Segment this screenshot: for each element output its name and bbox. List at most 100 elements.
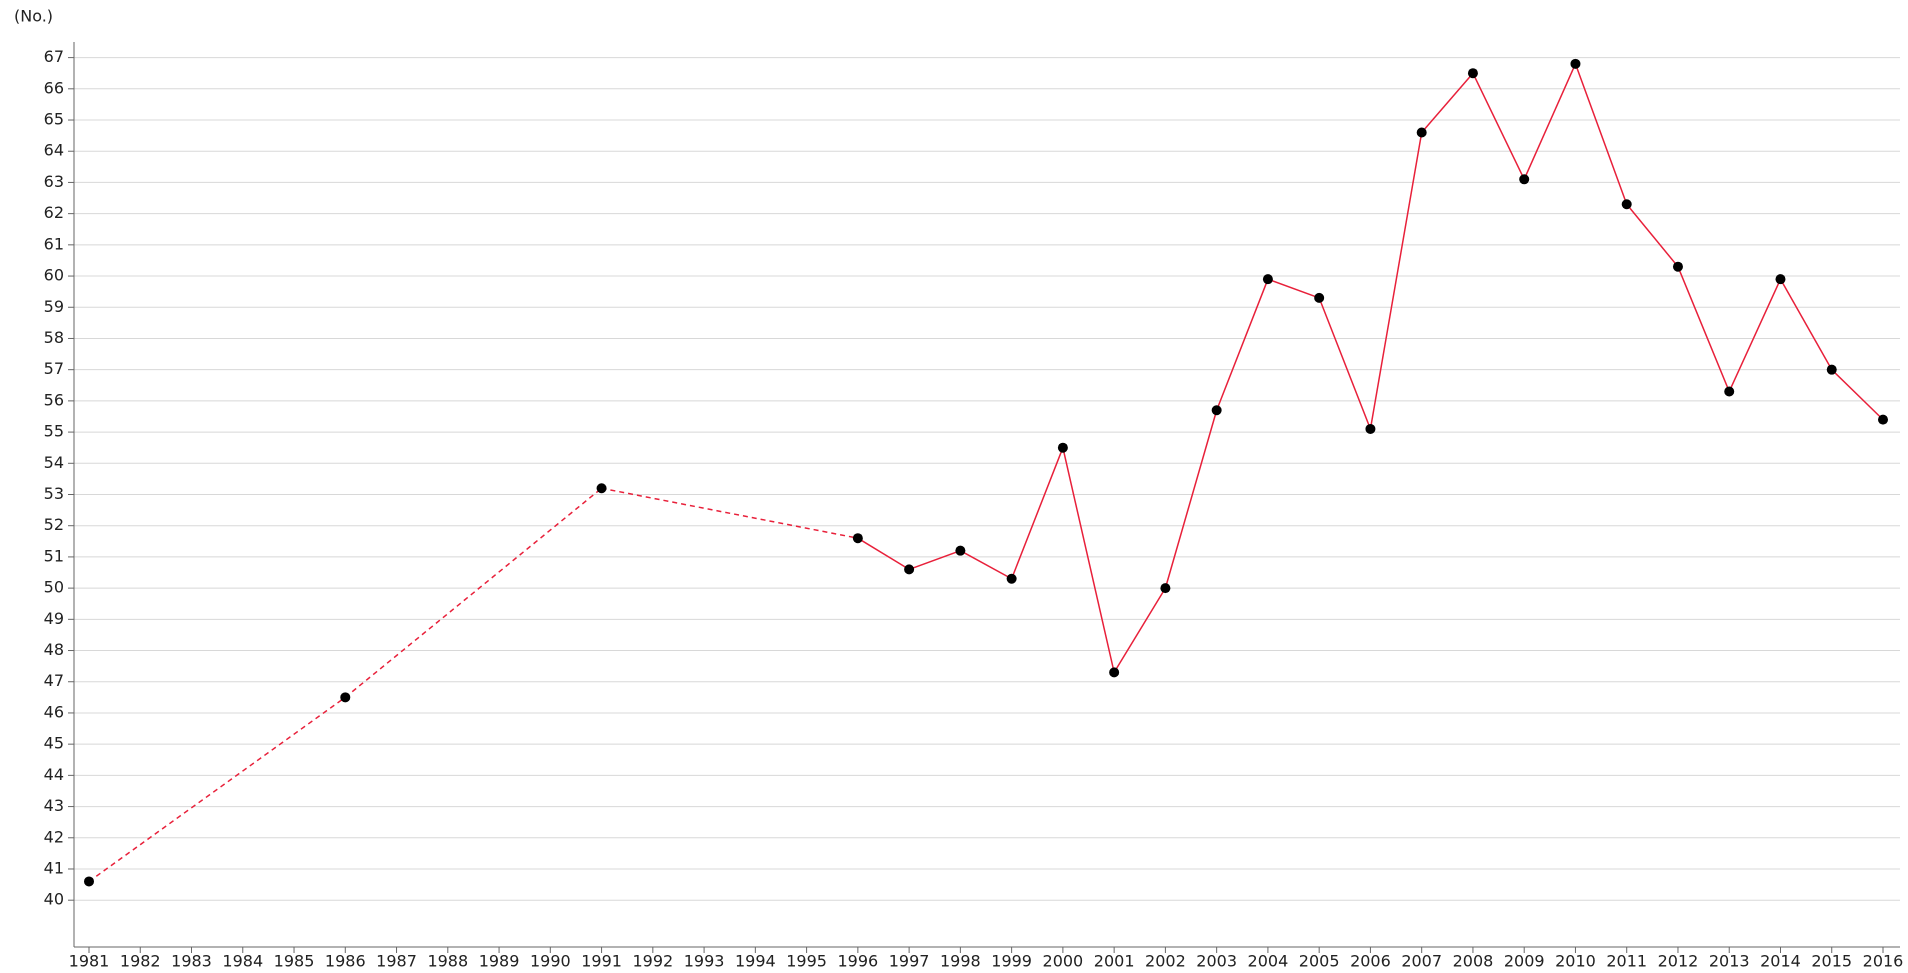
line-segment bbox=[908, 549, 961, 571]
x-tick-label: 1990 bbox=[530, 952, 571, 971]
x-tick-label: 2006 bbox=[1350, 952, 1391, 971]
data-point bbox=[84, 876, 94, 887]
data-point bbox=[1467, 68, 1478, 79]
x-tick-label: 2012 bbox=[1658, 952, 1699, 971]
data-point bbox=[1262, 274, 1273, 285]
y-tick-label: 40 bbox=[44, 890, 64, 909]
data-point bbox=[1724, 386, 1735, 397]
line-segment bbox=[857, 537, 910, 571]
line-segment bbox=[1369, 132, 1423, 430]
line-segment bbox=[1831, 369, 1884, 421]
x-tick-label: 2003 bbox=[1196, 952, 1237, 971]
y-tick-label: 43 bbox=[44, 796, 64, 815]
y-tick-label: 59 bbox=[44, 297, 64, 316]
data-point bbox=[1878, 414, 1888, 425]
x-tick-label: 2013 bbox=[1709, 952, 1750, 971]
y-tick-label: 58 bbox=[44, 328, 64, 347]
x-tick-label: 2005 bbox=[1299, 952, 1340, 971]
x-tick-label: 1986 bbox=[325, 952, 366, 971]
x-tick-label: 1995 bbox=[786, 952, 827, 971]
y-tick-label: 53 bbox=[44, 484, 64, 503]
x-tick-label: 1999 bbox=[991, 952, 1032, 971]
data-point bbox=[955, 545, 966, 556]
x-tick-label: 2000 bbox=[1043, 952, 1084, 971]
x-tick-label: 2014 bbox=[1760, 952, 1801, 971]
x-tick-label: 1997 bbox=[889, 952, 930, 971]
y-tick-label: 60 bbox=[44, 266, 64, 285]
y-tick-label: 41 bbox=[44, 858, 64, 877]
x-tick-label: 1982 bbox=[120, 952, 161, 971]
x-tick-label: 2001 bbox=[1094, 952, 1135, 971]
x-tick-label: 1992 bbox=[632, 952, 673, 971]
x-tick-label: 2008 bbox=[1453, 952, 1494, 971]
data-point bbox=[1057, 442, 1068, 453]
y-tick-label: 50 bbox=[44, 578, 64, 597]
line-segment bbox=[1010, 447, 1064, 580]
line-segment bbox=[1062, 447, 1115, 673]
gap-line-segment bbox=[344, 487, 603, 698]
line-segment bbox=[1113, 587, 1167, 673]
line-segment bbox=[1523, 63, 1577, 180]
y-tick-label: 55 bbox=[44, 422, 64, 441]
line-segment bbox=[1164, 410, 1218, 589]
y-tick-label: 46 bbox=[44, 702, 64, 721]
gap-line-segment bbox=[88, 696, 346, 883]
line-segment bbox=[960, 550, 1012, 580]
data-point bbox=[1519, 174, 1530, 185]
line-segment bbox=[1318, 297, 1372, 430]
y-unit-label: (No.) bbox=[14, 7, 53, 26]
x-tick-label: 2007 bbox=[1401, 952, 1442, 971]
line-segment bbox=[1215, 278, 1269, 411]
x-tick-label: 2011 bbox=[1606, 952, 1647, 971]
data-point bbox=[1621, 199, 1632, 210]
line-segment bbox=[1421, 72, 1474, 133]
data-point bbox=[1826, 364, 1837, 375]
data-point bbox=[904, 564, 915, 575]
x-tick-label: 2015 bbox=[1811, 952, 1852, 971]
y-tick-label: 49 bbox=[44, 609, 64, 628]
x-tick-label: 2002 bbox=[1145, 952, 1186, 971]
x-tick-label: 2016 bbox=[1863, 952, 1904, 971]
y-tick-label: 65 bbox=[44, 110, 64, 129]
y-tick-label: 67 bbox=[44, 47, 64, 66]
y-tick-label: 63 bbox=[44, 172, 64, 191]
data-point bbox=[852, 533, 863, 544]
y-tick-label: 48 bbox=[44, 640, 64, 659]
y-tick-label: 54 bbox=[44, 453, 64, 472]
line-segment bbox=[1574, 63, 1628, 205]
data-point bbox=[1314, 292, 1325, 303]
data-point bbox=[1211, 405, 1222, 416]
x-tick-label: 1989 bbox=[479, 952, 520, 971]
line-segment bbox=[1472, 72, 1525, 180]
data-point bbox=[596, 483, 607, 494]
line-segment bbox=[1779, 278, 1833, 371]
data-point bbox=[340, 692, 351, 703]
data-point bbox=[1672, 261, 1683, 272]
x-tick-label: 2010 bbox=[1555, 952, 1596, 971]
data-point bbox=[1006, 573, 1017, 584]
y-tick-label: 51 bbox=[44, 546, 64, 565]
y-tick-label: 57 bbox=[44, 359, 64, 378]
x-tick-label: 1984 bbox=[222, 952, 263, 971]
data-point bbox=[1416, 127, 1427, 138]
data-point bbox=[1160, 583, 1171, 594]
y-tick-label: 56 bbox=[44, 390, 64, 409]
y-tick-label: 47 bbox=[44, 671, 64, 690]
line-segment bbox=[1626, 203, 1679, 268]
y-tick-label: 66 bbox=[44, 78, 64, 97]
y-tick-label: 52 bbox=[44, 515, 64, 534]
x-tick-label: 1993 bbox=[684, 952, 725, 971]
y-tick-label: 62 bbox=[44, 203, 64, 222]
x-tick-label: 1987 bbox=[376, 952, 417, 971]
y-tick-label: 61 bbox=[44, 234, 64, 253]
x-tick-label: 1981 bbox=[69, 952, 110, 971]
x-tick-label: 2004 bbox=[1248, 952, 1289, 971]
data-point bbox=[1775, 274, 1786, 285]
gap-line-segment bbox=[601, 487, 859, 539]
x-tick-label: 1996 bbox=[837, 952, 878, 971]
data-point bbox=[1109, 667, 1120, 678]
x-tick-label: 2009 bbox=[1504, 952, 1545, 971]
y-tick-label: 64 bbox=[44, 141, 64, 160]
x-tick-label: 1985 bbox=[274, 952, 315, 971]
